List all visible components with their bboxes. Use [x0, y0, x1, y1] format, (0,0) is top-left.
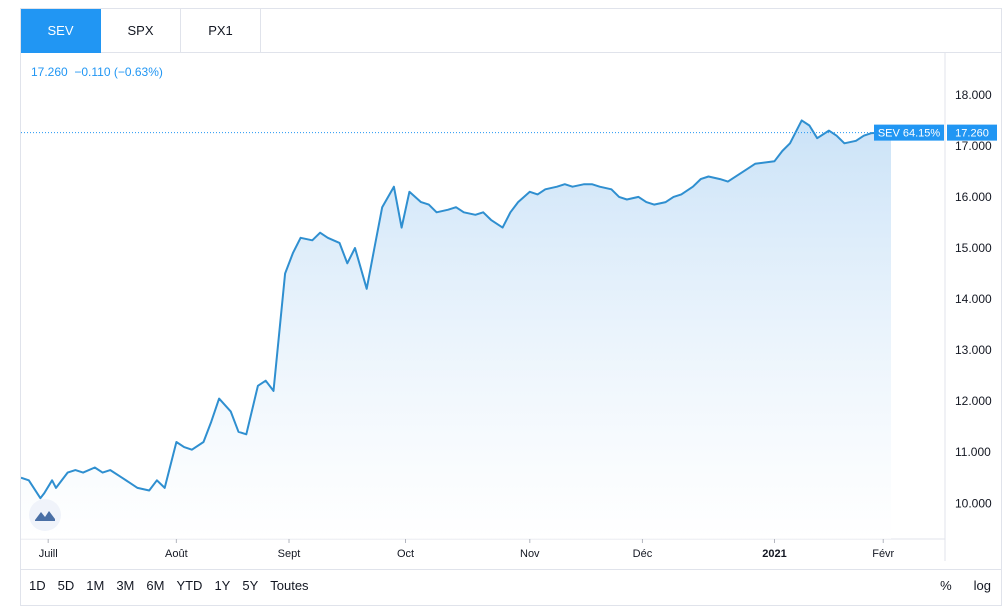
range-selector: 1D 5D 1M 3M 6M YTD 1Y 5Y Toutes [29, 578, 321, 593]
y-tick-label: 12.000 [955, 394, 992, 408]
x-tick-label: 2021 [762, 548, 786, 560]
range-button-1y[interactable]: 1Y [214, 578, 231, 593]
price-badge-bg [947, 124, 997, 141]
range-button-5d[interactable]: 5D [57, 578, 75, 593]
range-button-1d[interactable]: 1D [29, 578, 46, 593]
range-button-1m[interactable]: 1M [86, 578, 105, 593]
y-tick-label: 11.000 [955, 445, 991, 459]
series-area-sev [21, 120, 891, 540]
price-chart[interactable]: 18.000 17.000 16.000 15.000 14.000 13.000 12.0… [21, 9, 1001, 605]
x-tick-label: Nov [520, 548, 540, 560]
quote-price: 17.260 [31, 65, 68, 79]
series-badge-bg [874, 124, 944, 141]
tab-spx[interactable]: SPX [101, 9, 181, 53]
series-badge-label: SEV 64.15% [878, 128, 941, 140]
tradingview-logo-icon[interactable] [29, 499, 61, 531]
footer-divider [21, 569, 1001, 570]
y-tick-label: 15.000 [955, 241, 992, 255]
y-tick-label: 17.000 [955, 139, 992, 153]
y-tick-label: 14.000 [955, 292, 992, 306]
tab-px1[interactable]: PX1 [181, 9, 261, 53]
range-button-3m[interactable]: 3M [116, 578, 135, 593]
quote-change: −0.110 [74, 65, 111, 79]
range-button-6m[interactable]: 6M [146, 578, 165, 593]
quote-change-pct: (−0.63%) [113, 65, 163, 79]
range-button-ytd[interactable]: YTD [176, 578, 203, 593]
x-tick-label: Déc [633, 548, 653, 560]
x-tick-label: Août [165, 548, 188, 560]
range-button-toutes[interactable]: Toutes [270, 578, 309, 593]
range-button-5y[interactable]: 5Y [242, 578, 259, 593]
symbol-tabs: SEV SPX PX1 [21, 9, 261, 53]
log-scale-button[interactable]: log [973, 578, 991, 593]
x-tick-label: Févr [872, 548, 894, 560]
y-tick-label: 10.000 [955, 496, 992, 510]
chart-widget: SEV SPX PX1 17.260 −0.110 (−0.63%) 18.00… [20, 8, 1002, 606]
scale-buttons: % log [918, 578, 991, 593]
y-tick-label: 13.000 [955, 343, 992, 357]
price-badge-label: 17.260 [955, 128, 989, 140]
y-tick-label: 16.000 [955, 190, 992, 204]
x-tick-label: Oct [397, 548, 414, 560]
series-line-sev [21, 119, 891, 500]
quote-line: 17.260 −0.110 (−0.63%) [31, 65, 163, 79]
percent-scale-button[interactable]: % [940, 578, 952, 593]
x-tick-label: Sept [278, 548, 301, 560]
y-tick-label: 18.000 [955, 88, 992, 102]
x-tick-label: Juill [39, 548, 58, 560]
tabs-divider [261, 52, 1001, 53]
tab-sev[interactable]: SEV [21, 9, 101, 53]
